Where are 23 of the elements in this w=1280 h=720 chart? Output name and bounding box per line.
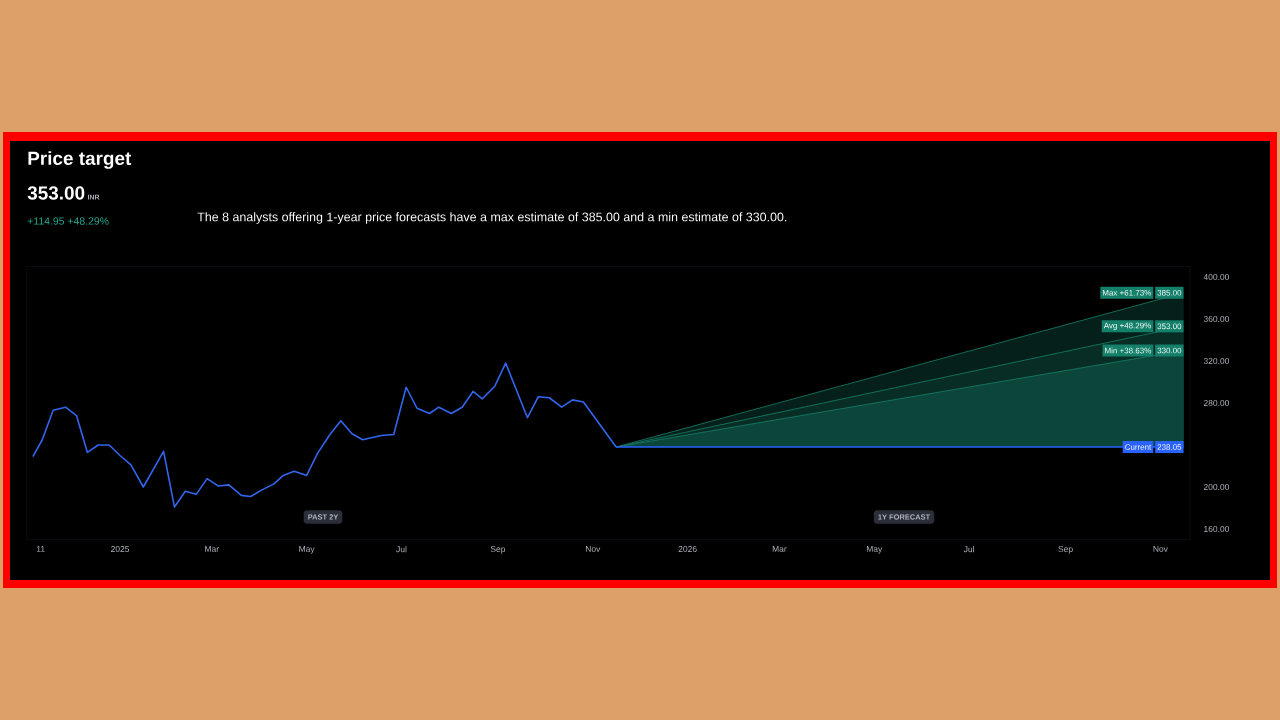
chart-subtitle: 353.00 [27,186,85,200]
x-tick-label: Sep [490,546,506,554]
text: +114.95 +48.29% [27,217,109,225]
chart-title: Price target [28,151,132,169]
x-tick-label: May [866,546,883,554]
x-tick-label: Mar [205,546,219,552]
y-tick-label: 400.00 [1203,274,1230,280]
x-tick-label: Mar [772,546,787,552]
x-tick-label: Nov [585,546,601,552]
text: The 8 analysts offering 1-year price forecasts have a max estimate of 385.00 and a min estimate of 330.00. [197,212,787,224]
y-tick-label: 280.00 [1203,400,1230,406]
x-tick-label: Nov [1153,546,1168,552]
y-tick-label: 360.00 [1203,316,1230,322]
x-tick-label: Jul [396,546,407,553]
y-tick-label: 320.00 [1203,358,1230,364]
x-tick-label: May [299,546,315,554]
x-tick-label: Sep [1058,546,1073,554]
y-tick-label: 160.00 [1204,526,1230,532]
x-tick-label: 2026 [678,546,697,553]
x-tick-label: Jul [963,546,974,553]
y-tick-label: 200.00 [1203,484,1230,490]
x-tick-label: 2025 [111,546,130,553]
x-tick-label: 11 [36,546,45,552]
